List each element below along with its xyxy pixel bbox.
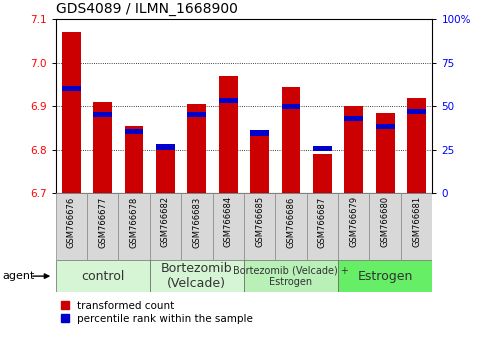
Bar (187, 104, 206, 193)
Bar (369, 193, 401, 260)
Text: Bortezomib
(Velcade): Bortezomib (Velcade) (161, 262, 233, 290)
Bar (338, 193, 369, 260)
Bar (125, 126, 143, 193)
Bar (150, 193, 181, 260)
Text: GSM766678: GSM766678 (129, 196, 139, 247)
Text: GSM766687: GSM766687 (318, 196, 327, 247)
Bar (156, 144, 175, 150)
Bar (219, 97, 238, 103)
Bar (62, 86, 81, 91)
Bar (244, 260, 338, 292)
Bar (125, 129, 143, 135)
Bar (62, 33, 81, 193)
Bar (407, 97, 426, 193)
Text: GSM766679: GSM766679 (349, 196, 358, 247)
Text: GSM766680: GSM766680 (381, 196, 390, 247)
Bar (93, 102, 112, 193)
Bar (219, 76, 238, 193)
Text: Bortezomib (Velcade) +
Estrogen: Bortezomib (Velcade) + Estrogen (233, 265, 349, 287)
Bar (344, 116, 363, 121)
Bar (93, 112, 112, 117)
Text: GDS4089 / ILMN_1668900: GDS4089 / ILMN_1668900 (56, 2, 238, 16)
Bar (338, 260, 432, 292)
Bar (187, 112, 206, 117)
Bar (282, 87, 300, 193)
Text: GSM766685: GSM766685 (255, 196, 264, 247)
Text: control: control (81, 270, 124, 282)
Bar (275, 193, 307, 260)
Text: GSM766676: GSM766676 (67, 196, 76, 247)
Legend: transformed count, percentile rank within the sample: transformed count, percentile rank withi… (61, 301, 253, 324)
Bar (376, 124, 395, 129)
Bar (307, 193, 338, 260)
Bar (87, 193, 118, 260)
Bar (213, 193, 244, 260)
Bar (282, 104, 300, 109)
Bar (401, 193, 432, 260)
Bar (156, 149, 175, 193)
Bar (118, 193, 150, 260)
Bar (313, 154, 332, 193)
Text: GSM766683: GSM766683 (192, 196, 201, 247)
Text: GSM766686: GSM766686 (286, 196, 296, 247)
Text: GSM766677: GSM766677 (98, 196, 107, 247)
Bar (313, 146, 332, 151)
Bar (181, 193, 213, 260)
Bar (344, 106, 363, 193)
Bar (150, 260, 244, 292)
Text: agent: agent (2, 271, 35, 281)
Bar (250, 130, 269, 193)
Text: GSM766681: GSM766681 (412, 196, 421, 247)
Text: GSM766682: GSM766682 (161, 196, 170, 247)
Bar (56, 260, 150, 292)
Text: GSM766684: GSM766684 (224, 196, 233, 247)
Bar (56, 193, 87, 260)
Text: Estrogen: Estrogen (357, 270, 413, 282)
Bar (407, 109, 426, 114)
Bar (376, 113, 395, 193)
Bar (244, 193, 275, 260)
Bar (250, 131, 269, 136)
